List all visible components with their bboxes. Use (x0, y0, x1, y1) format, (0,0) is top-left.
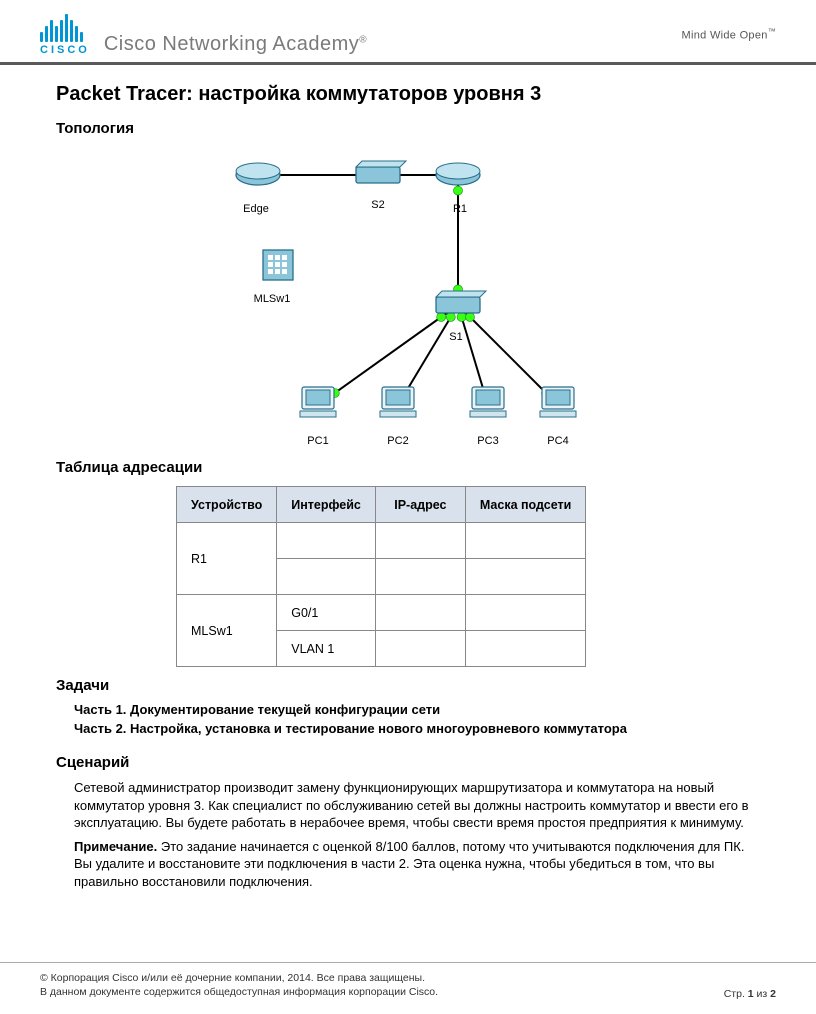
tagline-text: Mind Wide Open (682, 29, 768, 41)
cell-ip (375, 631, 465, 667)
tasks-block: Часть 1. Документирование текущей конфиг… (56, 702, 760, 736)
cell-ip (375, 595, 465, 631)
copyright-2: В данном документе содержится общедоступ… (40, 985, 438, 999)
topology-diagram: EdgeS2R1MLSw1S1PC1PC2PC3PC4 (198, 145, 618, 445)
cell-mask (465, 523, 586, 559)
addressing-table: УстройствоИнтерфейсIP-адресМаска подсети… (176, 486, 586, 667)
cell-ip (375, 559, 465, 595)
col-header: Интерфейс (277, 487, 376, 523)
cell-mask (465, 595, 586, 631)
section-addressing: Таблица адресации (56, 459, 760, 476)
cell-mask (465, 631, 586, 667)
note-label: Примечание. (74, 839, 157, 854)
col-header: Маска подсети (465, 487, 586, 523)
cell-iface: VLAN 1 (277, 631, 376, 667)
col-header: Устройство (177, 487, 277, 523)
task-part1: Часть 1. Документирование текущей конфиг… (74, 702, 760, 717)
tagline: Mind Wide Open™ (682, 27, 776, 42)
footer: © Корпорация Cisco и/или её дочерние ком… (0, 962, 816, 1013)
table-row: MLSw1G0/1 (177, 595, 586, 631)
section-scenario: Сценарий (56, 754, 760, 771)
scenario-para2: Примечание. Это задание начинается с оце… (74, 838, 760, 891)
header: CISCO Cisco Networking Academy® Mind Wid… (0, 0, 816, 65)
copyright-1: © Корпорация Cisco и/или её дочерние ком… (40, 971, 438, 985)
page-content: Packet Tracer: настройка коммутаторов ур… (0, 65, 816, 906)
cell-iface: G0/1 (277, 595, 376, 631)
cell-mask (465, 559, 586, 595)
section-tasks: Задачи (56, 677, 760, 694)
cell-iface (277, 523, 376, 559)
cisco-bars-icon (40, 12, 90, 42)
cisco-logo: CISCO Cisco Networking Academy® (40, 12, 367, 56)
cisco-word: CISCO (40, 44, 90, 56)
scenario-para1: Сетевой администратор производит замену … (74, 779, 760, 832)
doc-title: Packet Tracer: настройка коммутаторов ур… (56, 83, 760, 106)
note-body: Это задание начинается с оценкой 8/100 б… (74, 839, 744, 889)
cell-ip (375, 523, 465, 559)
section-topology: Топология (56, 120, 760, 137)
academy-text: Cisco Networking Academy (104, 33, 359, 55)
cell-iface (277, 559, 376, 595)
task-part2: Часть 2. Настройка, установка и тестиров… (74, 721, 760, 736)
scenario-block: Сетевой администратор производит замену … (56, 779, 760, 890)
logo-block: CISCO (40, 12, 90, 56)
cell-device: R1 (177, 523, 277, 595)
table-row: R1 (177, 523, 586, 559)
col-header: IP-адрес (375, 487, 465, 523)
cell-device: MLSw1 (177, 595, 277, 667)
footer-left: © Корпорация Cisco и/или её дочерние ком… (40, 971, 438, 999)
academy-title: Cisco Networking Academy® (104, 33, 367, 56)
